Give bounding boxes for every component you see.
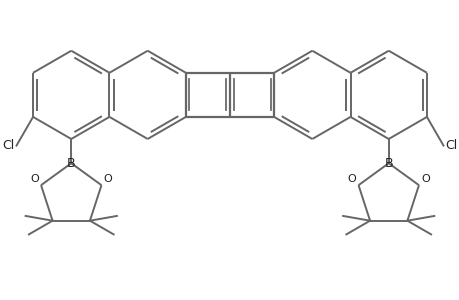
Text: O: O (420, 174, 429, 184)
Text: Cl: Cl (2, 139, 14, 152)
Text: O: O (347, 174, 356, 184)
Text: B: B (384, 157, 392, 170)
Text: O: O (30, 174, 39, 184)
Text: B: B (67, 157, 75, 170)
Text: Cl: Cl (445, 139, 457, 152)
Text: O: O (103, 174, 112, 184)
